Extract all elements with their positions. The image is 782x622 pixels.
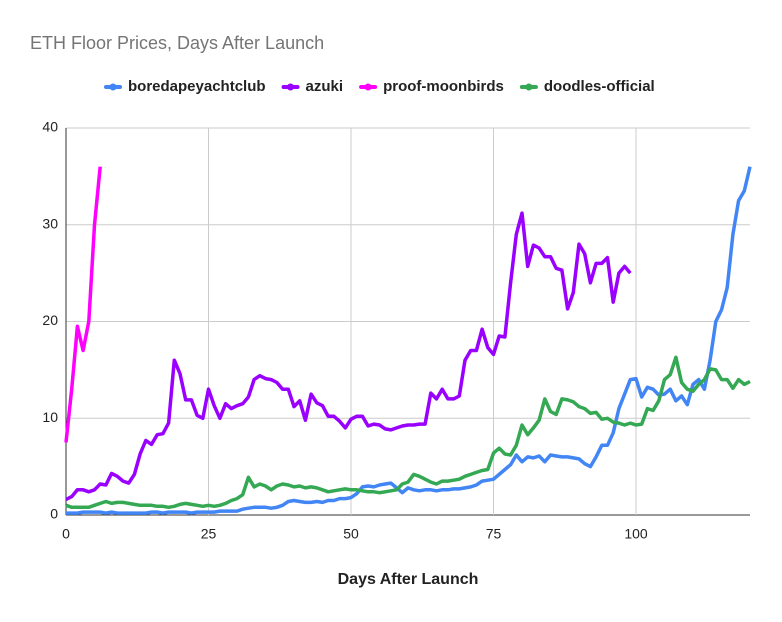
series-line (65, 211, 632, 502)
x-tick-label: 50 (343, 526, 359, 542)
x-tick-label: 0 (62, 526, 70, 542)
chart-title: ETH Floor Prices, Days After Launch (30, 33, 324, 53)
y-tick-label: 40 (42, 119, 58, 135)
y-tick-label: 0 (50, 506, 58, 522)
x-tick-label: 25 (201, 526, 217, 542)
legend-label: doodles-official (544, 78, 655, 95)
y-tick-label: 30 (42, 215, 58, 231)
x-tick-label: 100 (624, 526, 648, 542)
series-line (64, 166, 102, 443)
y-tick-label: 10 (42, 409, 58, 425)
series-line (66, 166, 752, 515)
legend-label: azuki (306, 78, 344, 95)
series-line (65, 355, 751, 510)
legend-dot (109, 83, 117, 91)
y-tick-label: 20 (42, 312, 58, 328)
x-tick-label: 75 (486, 526, 502, 542)
x-axis-title: Days After Launch (338, 571, 479, 588)
legend-dot (525, 83, 533, 91)
legend-dot (364, 83, 372, 91)
legend-dot (287, 83, 295, 91)
legend-label: proof-moonbirds (383, 78, 504, 95)
legend-label: boredapeyachtclub (128, 78, 266, 95)
